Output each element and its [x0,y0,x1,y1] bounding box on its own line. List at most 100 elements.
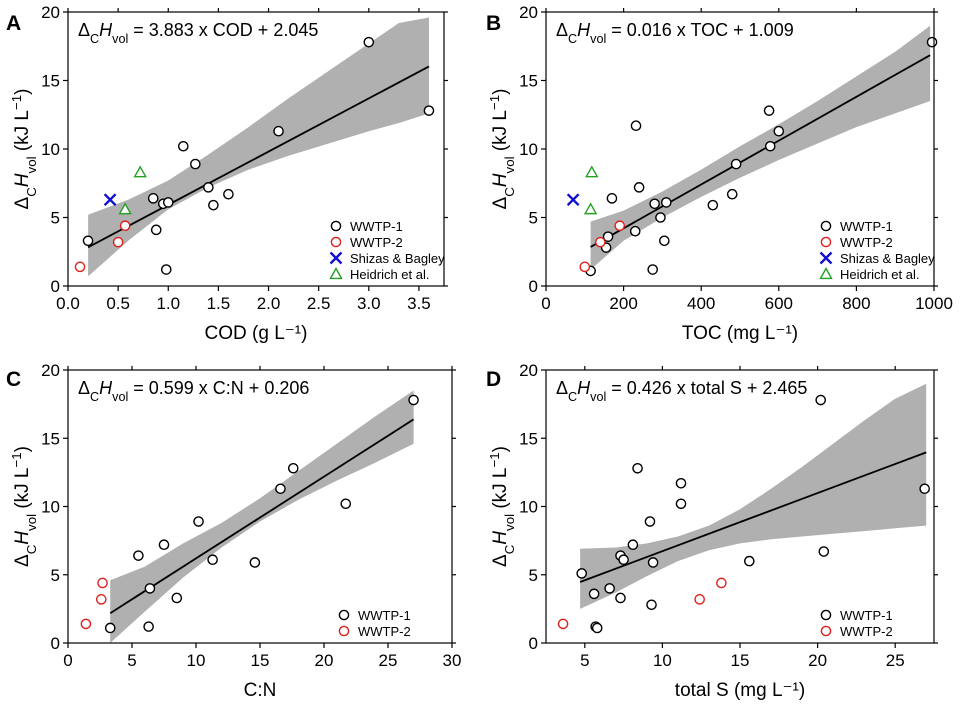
panel-d-total-s: 5 10 15 20 25 0 5 10 15 20 D ΔCHvol = 0.426 x total… [486,361,938,701]
legend-marker [819,267,833,280]
data-point [119,220,131,232]
data-point [178,140,189,152]
regression-equation: ΔCHvol = 3.883 x COD + 2.045 [78,20,318,46]
regression-equation: ΔCHvol = 0.426 x total S + 2.465 [556,378,807,404]
data-point [763,105,775,116]
data-point [744,555,755,567]
regression-equation: ΔCHvol = 0.599 x C:N + 0.206 [78,378,309,404]
data-point [647,557,659,568]
data-point [576,568,587,579]
x-tick-label: 20 [315,651,334,670]
data-point [646,599,657,611]
legend-marker [329,267,343,280]
panel-c-cn-ratio: 0 5 10 15 20 25 30 0 5 10 15 20 C ΔCHvol = 0.599 x C:… [6,361,461,701]
data-point [627,539,639,551]
data-point [203,182,214,193]
data-point [660,197,672,208]
legend-label: WWTP-2 [358,624,411,639]
y-tick-label: 15 [41,429,60,448]
legend-label: WWTP-2 [840,624,893,639]
y-tick-label: 20 [519,361,538,380]
confidence-band [88,17,429,277]
x-tick-label: 30 [443,651,462,670]
data-point [716,577,727,589]
x-tick-label: 2.5 [307,294,331,313]
data-point [143,621,154,632]
x-tick-label: 10 [653,651,672,670]
data-point [118,202,132,215]
confidence-band [580,383,927,609]
y-tick-label: 10 [41,140,60,159]
data-point [644,516,656,527]
y-tick-label: 15 [519,429,538,448]
data-point [615,592,626,604]
y-tick-label: 15 [519,72,538,91]
data-point [694,594,705,605]
x-tick-label: 1.5 [207,294,231,313]
panel-letter: B [486,12,501,35]
data-point [112,236,124,248]
legend-label: WWTP-1 [840,608,893,623]
data-point [74,261,86,273]
y-tick-label: 5 [51,566,60,585]
series-wwtp-1 [82,36,435,275]
data-point [588,588,600,600]
x-tick-label: 25 [379,651,398,670]
data-point [171,592,183,604]
data-point [103,193,117,207]
legend-label: WWTP-1 [840,219,893,234]
y-tick-label: 20 [41,3,60,22]
legend-marker [338,625,350,637]
x-tick-label: 600 [765,294,793,313]
y-tick-label: 0 [51,277,60,296]
data-point [618,554,629,566]
legend-marker [330,236,342,248]
data-point [585,165,599,178]
data-point [591,622,603,634]
series-shizas-bagley [103,193,117,207]
x-tick-label: 0.5 [106,294,130,313]
legend-marker [819,251,833,265]
data-point [919,483,930,495]
regression-equation: ΔCHvol = 0.016 x TOC + 1.009 [556,20,794,46]
regression-line [87,65,430,249]
data-point [655,212,666,223]
data-point [162,197,174,208]
data-point [707,199,719,211]
series-wwtp-1 [104,394,419,634]
data-point [675,498,687,510]
x-tick-label: 3.0 [357,294,381,313]
data-point [273,125,284,137]
legend-marker [820,236,832,248]
data-point [557,618,569,630]
data-point [249,557,261,568]
series-heidrich-et-al- [583,165,599,215]
data-point [629,225,641,237]
legend-marker [820,609,832,621]
data-point [408,394,419,406]
data-point [604,583,615,594]
y-tick-label: 5 [529,209,538,228]
x-tick-label: 200 [609,294,637,313]
x-tick-label: 800 [842,294,870,313]
y-axis-title: ΔCHvol (kJ L−1) [9,89,39,210]
data-point [160,264,172,275]
y-axis-title: ΔCHvol (kJ L−1) [487,89,517,210]
data-point [614,220,626,232]
x-axis-title: COD (g L⁻¹) [205,323,308,344]
y-tick-label: 5 [51,209,60,228]
data-point [675,477,687,489]
data-point [633,182,645,193]
data-point [423,105,435,116]
x-tick-label: 15 [731,651,750,670]
data-point [133,550,144,561]
panel-letter: A [6,12,21,35]
data-point [764,140,776,152]
legend-label: WWTP-2 [840,235,893,250]
x-tick-label: 15 [251,651,270,670]
y-tick-label: 0 [529,277,538,296]
data-point [926,36,938,48]
panel-a-cod: 0.0 0.5 1.0 1.5 2.0 2.5 3.0 3.5 0 5 10 15 20 A ΔCHvol … [6,3,448,344]
